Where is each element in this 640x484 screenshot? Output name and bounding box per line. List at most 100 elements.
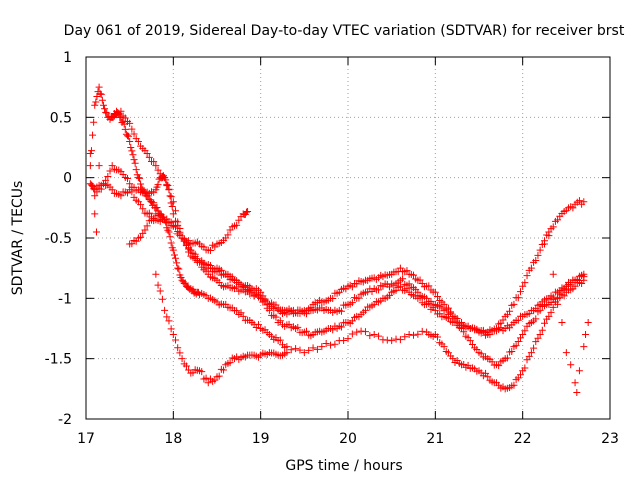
data-point-arc-4 bbox=[567, 281, 575, 289]
data-point-arc-4 bbox=[329, 326, 337, 334]
data-point-arc-4 bbox=[265, 306, 273, 314]
data-point-arc-1 bbox=[130, 156, 138, 164]
data-point-arc-4 bbox=[152, 162, 160, 170]
data-point-arc-3 bbox=[154, 181, 162, 189]
data-point-arc-4 bbox=[431, 306, 439, 314]
data-point-arc-4 bbox=[117, 107, 125, 115]
x-tick-label: 19 bbox=[252, 431, 270, 447]
data-point-arc-5 bbox=[161, 306, 169, 314]
data-point-arc-1 bbox=[134, 174, 142, 182]
data-point-arc-1 bbox=[233, 307, 241, 315]
data-point-arc-6 bbox=[235, 216, 243, 224]
data-point-arc-3 bbox=[510, 300, 518, 308]
data-point-arc-5 bbox=[226, 359, 234, 367]
data-point-arc-5 bbox=[158, 295, 166, 303]
data-point-arc-1 bbox=[239, 312, 247, 320]
data-point-arc-6 bbox=[167, 218, 175, 226]
data-point-arc-2 bbox=[521, 327, 529, 335]
data-point-scatter-tail bbox=[584, 318, 592, 326]
data-point-arc-1 bbox=[305, 346, 313, 354]
data-point-arc-1 bbox=[331, 340, 339, 348]
y-tick-label: -0.5 bbox=[45, 231, 72, 247]
data-point-arc-4 bbox=[169, 198, 177, 206]
data-point-arc-2 bbox=[460, 328, 468, 336]
data-point-arc-5 bbox=[178, 355, 186, 363]
data-point-arc-3 bbox=[375, 286, 383, 294]
data-point-arc-1 bbox=[516, 371, 524, 379]
data-point-arc-2 bbox=[410, 271, 417, 279]
data-point-scatter-tail bbox=[562, 349, 570, 357]
data-point-arc-4 bbox=[337, 323, 345, 331]
data-point-arc-1 bbox=[126, 137, 134, 145]
x-axis-label: GPS time / hours bbox=[285, 458, 402, 474]
data-point-arc-4 bbox=[191, 254, 199, 262]
data-point-arc-3 bbox=[499, 316, 507, 324]
data-point-arc-1 bbox=[449, 355, 457, 363]
data-point-scatter-tail bbox=[549, 270, 557, 278]
data-point-arc-3 bbox=[104, 172, 112, 180]
x-tick-label: 20 bbox=[339, 431, 357, 447]
data-point-arc-1 bbox=[287, 346, 295, 354]
data-point-arc-1 bbox=[175, 265, 183, 273]
data-point-arc-1 bbox=[125, 132, 133, 140]
data-point-arc-2 bbox=[440, 300, 448, 308]
data-point-arc-4 bbox=[167, 193, 175, 201]
data-point-arc-4 bbox=[165, 185, 173, 193]
data-point-scatter-tail bbox=[580, 343, 588, 351]
data-point-arc-4 bbox=[451, 317, 459, 325]
data-point-arc-1 bbox=[357, 327, 365, 335]
data-point-arc-3 bbox=[519, 282, 527, 290]
data-point-arc-1 bbox=[396, 336, 404, 344]
data-point-arc-2 bbox=[508, 348, 516, 356]
axis-ticks bbox=[85, 56, 611, 420]
data-point-arc-1 bbox=[166, 233, 174, 241]
data-point-scatter-tail bbox=[554, 300, 562, 308]
data-point-arc-1 bbox=[99, 101, 107, 109]
data-point-arc-1 bbox=[388, 337, 396, 345]
data-point-arc-3 bbox=[580, 198, 588, 206]
data-point-arc-1 bbox=[525, 352, 533, 360]
data-point-arc-3 bbox=[108, 162, 116, 170]
data-point-arc-2 bbox=[416, 276, 424, 284]
data-point-arc-1 bbox=[541, 319, 548, 327]
data-point-arc-4 bbox=[403, 285, 411, 293]
data-point-arc-4 bbox=[150, 158, 158, 166]
data-point-arc-2 bbox=[403, 267, 411, 275]
data-point-arc-1 bbox=[327, 341, 335, 349]
data-point-scatter-tail bbox=[92, 228, 100, 236]
data-point-arc-1 bbox=[150, 199, 158, 207]
data-point-arc-6 bbox=[206, 246, 214, 254]
data-point-arc-1 bbox=[133, 171, 141, 179]
data-point-arc-4 bbox=[396, 282, 404, 290]
data-point-arc-4 bbox=[294, 323, 302, 331]
data-point-arc-4 bbox=[121, 114, 129, 122]
data-point-arc-5 bbox=[154, 281, 162, 289]
data-point-arc-2 bbox=[571, 282, 579, 290]
data-point-arc-4 bbox=[303, 327, 311, 335]
data-point-arc-4 bbox=[126, 119, 134, 127]
data-point-arc-3 bbox=[554, 216, 562, 224]
y-tick-label: 0.5 bbox=[50, 110, 72, 126]
data-point-arc-5 bbox=[165, 317, 173, 325]
data-point-arc-3 bbox=[514, 294, 522, 302]
data-point-scatter-tail bbox=[575, 367, 583, 375]
data-point-arc-3 bbox=[166, 192, 174, 200]
data-point-arc-6 bbox=[137, 233, 145, 241]
data-point-arc-1 bbox=[440, 343, 448, 351]
data-point-arc-1 bbox=[545, 312, 553, 320]
data-point-arc-1 bbox=[296, 346, 304, 354]
data-point-arc-3 bbox=[521, 279, 529, 287]
data-point-arc-4 bbox=[161, 174, 169, 182]
data-point-arc-2 bbox=[329, 294, 337, 302]
data-point-arc-1 bbox=[91, 101, 99, 109]
data-point-arc-4 bbox=[163, 182, 171, 190]
data-point-arc-6 bbox=[143, 222, 151, 230]
data-point-arc-1 bbox=[121, 125, 129, 133]
data-point-arc-3 bbox=[536, 246, 544, 254]
data-point-arc-4 bbox=[128, 125, 136, 133]
data-point-arc-3 bbox=[337, 307, 345, 315]
data-point-arc-5 bbox=[152, 270, 160, 278]
data-point-scatter-tail bbox=[582, 331, 590, 339]
